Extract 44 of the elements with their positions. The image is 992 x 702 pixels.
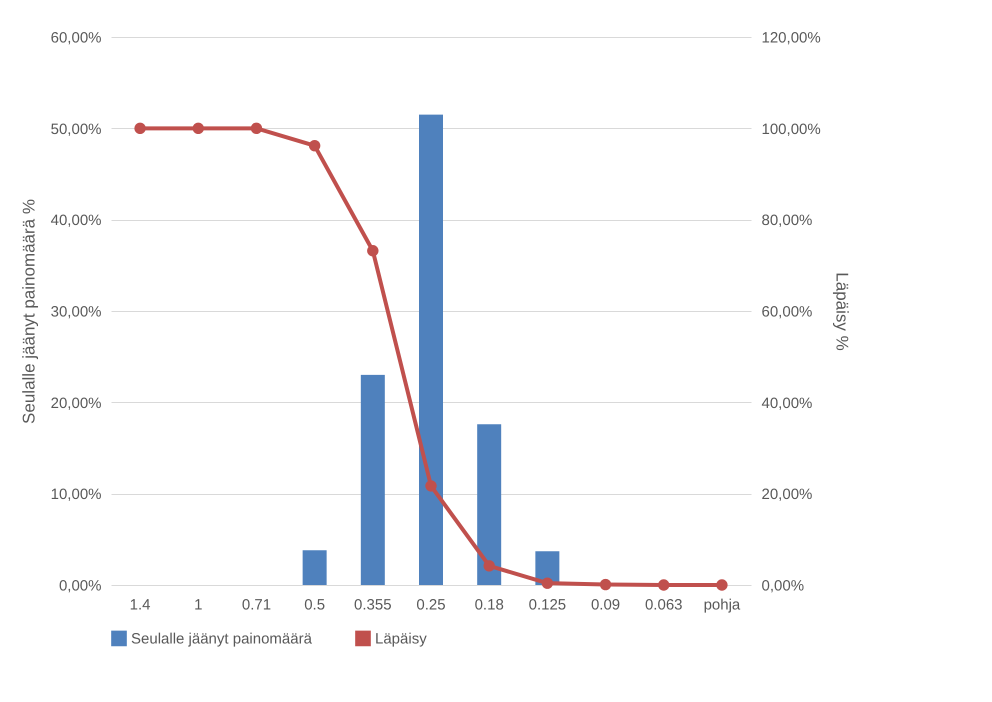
point xyxy=(134,122,146,134)
x-tick-label: 0.063 xyxy=(644,596,682,614)
y2-tick-label: 80,00% xyxy=(762,212,812,230)
y2-tick-label: 120,00% xyxy=(762,30,821,46)
point xyxy=(658,579,670,591)
y-tick-label: 0,00% xyxy=(58,578,102,594)
y-tick-label: 20,00% xyxy=(50,394,102,412)
point xyxy=(483,560,495,572)
bar xyxy=(302,550,327,585)
y2-axis-title: Läpäisy % xyxy=(832,272,852,351)
x-tick-label: 0.355 xyxy=(354,596,392,614)
y-tick-label: 50,00% xyxy=(50,120,102,138)
x-tick-label: 1 xyxy=(194,596,202,614)
y-tick-label: 60,00% xyxy=(50,30,102,46)
y-tick-label: 10,00% xyxy=(50,486,102,504)
y2-tick-label: 100,00% xyxy=(762,120,821,138)
x-tick-label: pohja xyxy=(704,596,741,614)
point xyxy=(542,577,554,589)
point xyxy=(250,122,262,134)
x-tick-label: 0.5 xyxy=(304,596,326,614)
x-tick-label: 0.25 xyxy=(416,596,446,614)
x-tick-label: 0.125 xyxy=(528,596,566,614)
point xyxy=(367,245,379,256)
bar xyxy=(419,114,443,585)
point xyxy=(308,140,320,152)
x-tick-label: 0.09 xyxy=(590,596,620,614)
point xyxy=(425,480,437,492)
y-tick-label: 40,00% xyxy=(50,212,102,230)
point xyxy=(192,122,204,134)
y-axis-title: Seulalle jäänyt painomäärä % xyxy=(20,199,39,424)
y2-tick-label: 20,00% xyxy=(762,486,812,504)
y-tick-label: 30,00% xyxy=(50,304,102,320)
x-tick-label: 0.18 xyxy=(474,596,504,614)
legend-label: Seulalle jäänyt painomäärä xyxy=(131,630,313,648)
y2-tick-label: 40,00% xyxy=(762,394,812,412)
point xyxy=(600,578,612,590)
y2-tick-label: 0,00% xyxy=(762,578,804,594)
bar xyxy=(477,424,502,585)
x-tick-label: 0.71 xyxy=(242,596,272,614)
point xyxy=(716,579,728,591)
legend-label: Läpäisy xyxy=(375,630,428,648)
y2-tick-label: 60,00% xyxy=(762,304,812,320)
x-tick-label: 1.4 xyxy=(130,596,151,614)
bar xyxy=(360,374,385,585)
